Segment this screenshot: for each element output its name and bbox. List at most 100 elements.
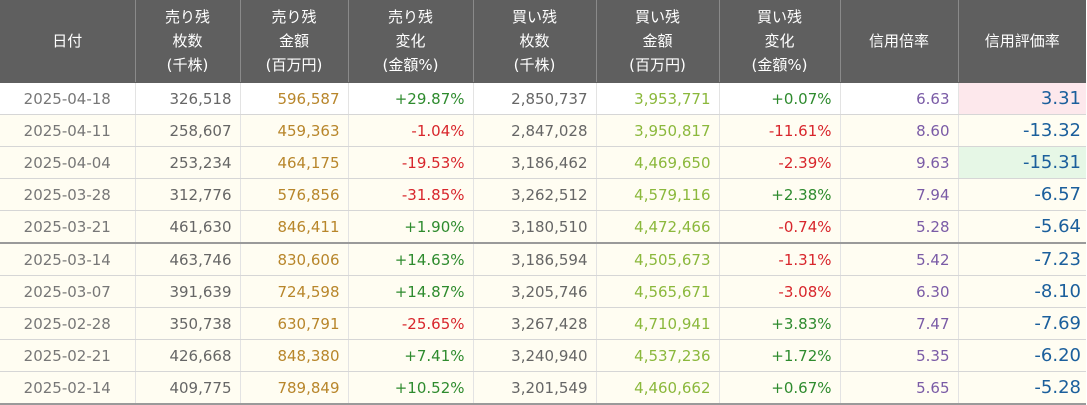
date-cell: 2025-04-04 [0, 146, 136, 179]
buy-change-cell: -1.31% [719, 242, 841, 276]
margin-ratio-cell: 9.63 [840, 146, 959, 179]
buy-amount-cell: 4,505,673 [596, 242, 720, 276]
header-line: (百万円) [629, 56, 686, 74]
header-sell-amount[interactable]: 売り残 金額 (百万円) [240, 0, 349, 83]
sell-shares-cell: 326,518 [135, 82, 241, 115]
sell-amount-cell: 459,363 [240, 114, 349, 147]
buy-shares-cell: 2,850,737 [473, 82, 597, 115]
eval-rate-cell: -7.23 [958, 242, 1086, 276]
sell-amount-cell: 464,175 [240, 146, 349, 179]
date-cell: 2025-03-07 [0, 275, 136, 308]
header-line: 買い残 [634, 8, 680, 26]
buy-amount-cell: 4,579,116 [596, 178, 720, 211]
sell-change-cell: +10.52% [348, 371, 474, 405]
header-sell-shares[interactable]: 売り残 枚数 (千株) [135, 0, 241, 83]
date-cell: 2025-04-11 [0, 114, 136, 147]
sell-shares-cell: 312,776 [135, 178, 241, 211]
table-header: 日付 売り残 枚数 (千株) 売り残 金額 (百万円) 売り残 変化 (金額%)… [0, 0, 1086, 83]
sell-change-cell: -31.85% [348, 178, 474, 211]
sell-change-cell: +1.90% [348, 210, 474, 244]
sell-amount-cell: 596,587 [240, 82, 349, 115]
header-buy-amount[interactable]: 買い残 金額 (百万円) [596, 0, 720, 83]
header-buy-shares[interactable]: 買い残 枚数 (千株) [473, 0, 597, 83]
sell-amount-cell: 830,606 [240, 242, 349, 276]
header-line: 変化 [764, 32, 795, 50]
buy-change-cell: +0.67% [719, 371, 841, 405]
date-cell: 2025-03-21 [0, 210, 136, 244]
sell-shares-cell: 409,775 [135, 371, 241, 405]
date-cell: 2025-04-18 [0, 82, 136, 115]
sell-amount-cell: 846,411 [240, 210, 349, 244]
margin-ratio-cell: 5.42 [840, 242, 959, 276]
sell-shares-cell: 391,639 [135, 275, 241, 308]
header-line: 日付 [52, 32, 83, 50]
buy-amount-cell: 4,537,236 [596, 339, 720, 372]
eval-rate-cell: -5.64 [958, 210, 1086, 244]
sell-shares-cell: 461,630 [135, 210, 241, 244]
table-row: 2025-03-07 391,639 724,598 +14.87% 3,205,746… [0, 275, 1086, 308]
margin-ratio-cell: 7.47 [840, 307, 959, 340]
buy-shares-cell: 3,262,512 [473, 178, 597, 211]
sell-change-cell: -19.53% [348, 146, 474, 179]
header-line: 買い残 [511, 8, 557, 26]
header-date[interactable]: 日付 [0, 0, 136, 83]
sell-amount-cell: 848,380 [240, 339, 349, 372]
date-cell: 2025-03-28 [0, 178, 136, 211]
table-row: 2025-02-14 409,775 789,849 +10.52% 3,201,549… [0, 371, 1086, 405]
header-line: 金額 [642, 32, 673, 50]
buy-change-cell: +1.72% [719, 339, 841, 372]
table-row: 2025-03-21 461,630 846,411 +1.90% 3,180,510 4… [0, 210, 1086, 244]
sell-amount-cell: 724,598 [240, 275, 349, 308]
header-line: 売り残 [387, 8, 433, 26]
header-line: (千株) [166, 56, 209, 74]
header-line: (百万円) [265, 56, 323, 74]
buy-change-cell: -3.08% [719, 275, 841, 308]
buy-shares-cell: 3,186,594 [473, 242, 597, 276]
eval-rate-cell: -15.31 [958, 146, 1086, 179]
buy-change-cell: -2.39% [719, 146, 841, 179]
buy-shares-cell: 3,201,549 [473, 371, 597, 405]
buy-amount-cell: 4,472,466 [596, 210, 720, 244]
buy-shares-cell: 2,847,028 [473, 114, 597, 147]
header-line: (金額%) [751, 56, 808, 74]
sell-amount-cell: 576,856 [240, 178, 349, 211]
buy-amount-cell: 4,460,662 [596, 371, 720, 405]
buy-amount-cell: 4,469,650 [596, 146, 720, 179]
buy-change-cell: +2.38% [719, 178, 841, 211]
header-line: 信用倍率 [868, 32, 929, 50]
eval-rate-cell: -7.69 [958, 307, 1086, 340]
header-buy-change[interactable]: 買い残 変化 (金額%) [719, 0, 841, 83]
buy-shares-cell: 3,205,746 [473, 275, 597, 308]
sell-shares-cell: 350,738 [135, 307, 241, 340]
margin-ratio-cell: 5.65 [840, 371, 959, 405]
header-line: 変化 [395, 32, 426, 50]
header-line: 枚数 [519, 32, 550, 50]
table-row: 2025-03-28 312,776 576,856 -31.85% 3,262,512… [0, 178, 1086, 211]
header-line: (千株) [513, 56, 556, 74]
buy-amount-cell: 4,565,671 [596, 275, 720, 308]
header-margin-ratio[interactable]: 信用倍率 [840, 0, 959, 83]
buy-amount-cell: 4,710,941 [596, 307, 720, 340]
sell-shares-cell: 463,746 [135, 242, 241, 276]
header-line: 枚数 [172, 32, 203, 50]
eval-rate-cell: 3.31 [958, 82, 1086, 115]
table-row: 2025-02-21 426,668 848,380 +7.41% 3,240,940 4… [0, 339, 1086, 372]
table-body: 2025-04-18 326,518 596,587 +29.87% 2,850,737… [0, 82, 1086, 405]
table-row: 2025-03-14 463,746 830,606 +14.63% 3,186,594… [0, 242, 1086, 276]
margin-ratio-cell: 7.94 [840, 178, 959, 211]
margin-ratio-cell: 8.60 [840, 114, 959, 147]
header-line: 売り残 [164, 8, 210, 26]
sell-change-cell: +7.41% [348, 339, 474, 372]
header-line: 信用評価率 [984, 32, 1060, 50]
header-row: 日付 売り残 枚数 (千株) 売り残 金額 (百万円) 売り残 変化 (金額%)… [0, 0, 1086, 83]
margin-ratio-cell: 6.30 [840, 275, 959, 308]
header-line: 買い残 [756, 8, 802, 26]
sell-change-cell: +14.87% [348, 275, 474, 308]
buy-change-cell: -0.74% [719, 210, 841, 244]
header-sell-change[interactable]: 売り残 変化 (金額%) [348, 0, 474, 83]
buy-change-cell: +3.83% [719, 307, 841, 340]
eval-rate-cell: -6.20 [958, 339, 1086, 372]
buy-amount-cell: 3,953,771 [596, 82, 720, 115]
header-margin-eval-rate[interactable]: 信用評価率 [958, 0, 1086, 83]
buy-shares-cell: 3,267,428 [473, 307, 597, 340]
